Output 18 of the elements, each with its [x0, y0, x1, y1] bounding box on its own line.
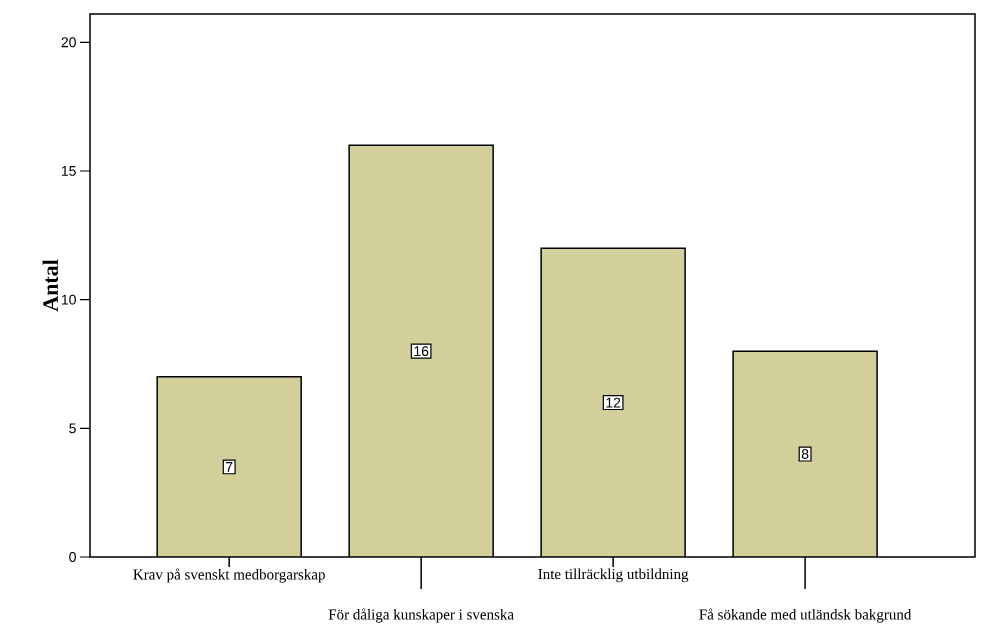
data-label: 16	[414, 346, 429, 357]
data-label: 8	[801, 449, 809, 460]
x-tick-label: För dåliga kunskaper i svenska	[328, 608, 514, 623]
x-tick-label: Inte tillräcklig utbildning	[538, 568, 689, 583]
y-tick-label: 15	[61, 166, 76, 176]
data-label: 7	[226, 462, 233, 472]
y-tick-label: 10	[61, 294, 76, 305]
bar	[540, 247, 686, 557]
y-tick-label: 5	[69, 423, 76, 434]
x-tick-label: Få sökande med utländsk bakgrund	[699, 608, 912, 623]
bar	[348, 144, 494, 557]
y-tick-label: 20	[61, 37, 76, 48]
y-tick-label: 0	[69, 552, 76, 562]
bar	[732, 350, 878, 557]
x-tick-label: Krav på svenskt medborgarskap	[133, 568, 325, 583]
bar	[156, 376, 302, 557]
data-label: 12	[606, 397, 621, 408]
y-axis-title: Antal	[42, 259, 59, 312]
